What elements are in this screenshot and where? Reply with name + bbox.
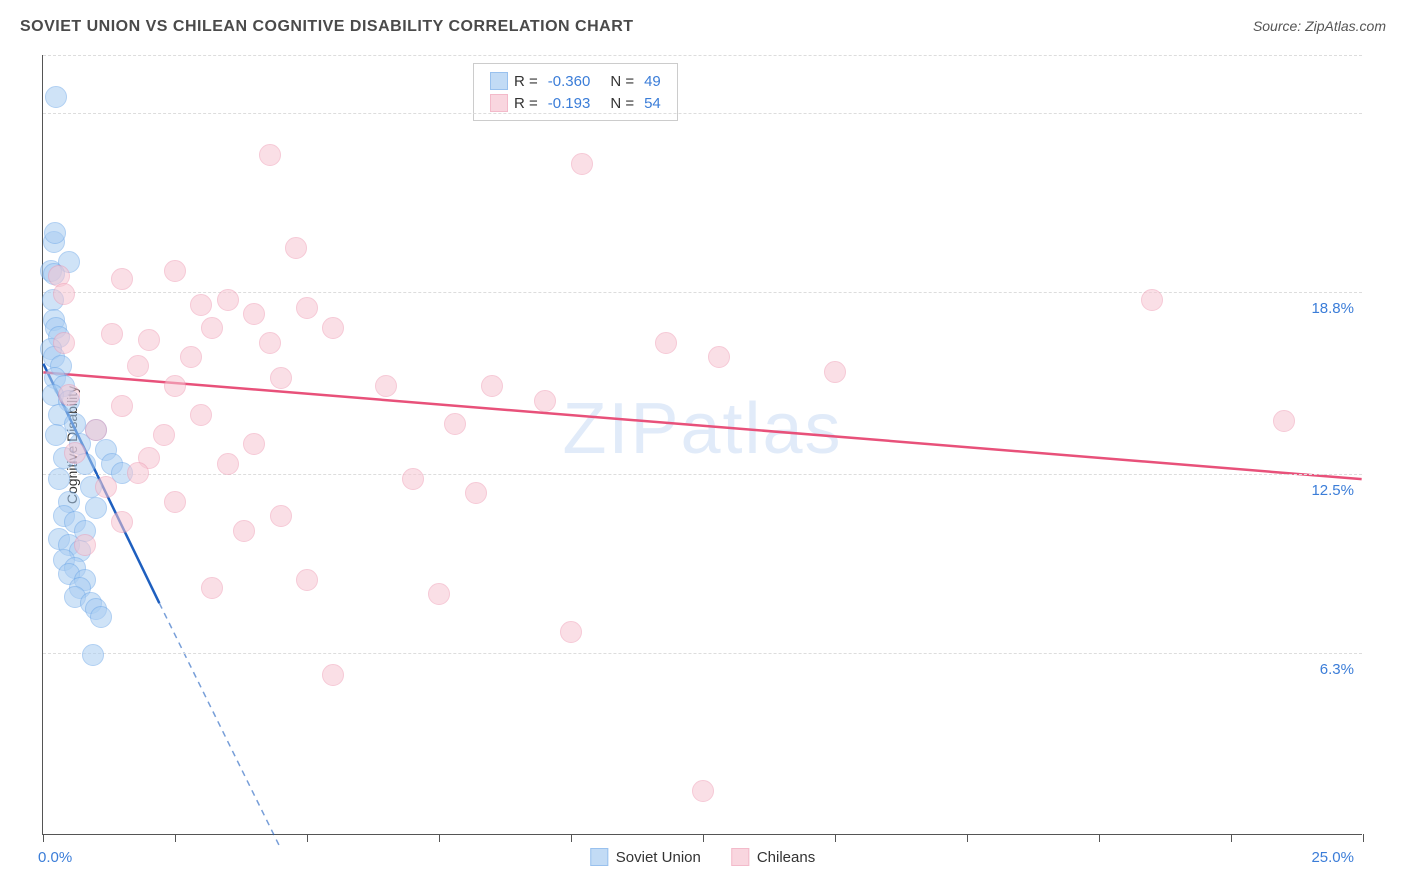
x-tick: [43, 834, 44, 842]
source-attribution: Source: ZipAtlas.com: [1253, 18, 1386, 34]
data-point: [127, 355, 149, 377]
data-point: [45, 424, 67, 446]
data-point: [127, 462, 149, 484]
x-tick-label: 0.0%: [38, 849, 72, 866]
x-tick: [439, 834, 440, 842]
data-point: [322, 664, 344, 686]
data-point: [243, 433, 265, 455]
gridline: [43, 55, 1362, 56]
series-legend: Soviet Union Chileans: [590, 848, 815, 866]
data-point: [402, 468, 424, 490]
data-point: [164, 491, 186, 513]
gridline: [43, 113, 1362, 114]
x-tick: [703, 834, 704, 842]
data-point: [655, 332, 677, 354]
data-point: [48, 468, 70, 490]
data-point: [53, 332, 75, 354]
data-point: [217, 453, 239, 475]
gridline: [43, 653, 1362, 654]
data-point: [1273, 410, 1295, 432]
data-point: [824, 361, 846, 383]
data-point: [201, 577, 223, 599]
data-point: [45, 86, 67, 108]
data-point: [233, 520, 255, 542]
data-point: [85, 497, 107, 519]
data-point: [64, 413, 86, 435]
data-point: [534, 390, 556, 412]
data-point: [481, 375, 503, 397]
data-point: [85, 419, 107, 441]
data-point: [560, 621, 582, 643]
data-point: [201, 317, 223, 339]
data-point: [243, 303, 265, 325]
data-point: [95, 476, 117, 498]
watermark: ZIPatlas: [562, 388, 842, 470]
x-tick: [1099, 834, 1100, 842]
x-tick: [571, 834, 572, 842]
data-point: [111, 511, 133, 533]
data-point: [180, 346, 202, 368]
data-point: [111, 268, 133, 290]
gridline: [43, 474, 1362, 475]
data-point: [322, 317, 344, 339]
data-point: [53, 283, 75, 305]
data-point: [138, 329, 160, 351]
plot-area: Cognitive Disability ZIPatlas R =-0.360N…: [42, 55, 1362, 835]
data-point: [270, 505, 292, 527]
legend-row: R =-0.193N =54: [490, 92, 661, 114]
legend-row: R =-0.360N =49: [490, 70, 661, 92]
x-tick: [175, 834, 176, 842]
legend-item: Chileans: [731, 848, 815, 866]
data-point: [164, 260, 186, 282]
data-point: [111, 395, 133, 417]
data-point: [375, 375, 397, 397]
data-point: [259, 144, 281, 166]
data-point: [190, 404, 212, 426]
data-point: [708, 346, 730, 368]
x-tick-label: 25.0%: [1311, 849, 1354, 866]
data-point: [164, 375, 186, 397]
y-tick-label: 12.5%: [1294, 482, 1354, 499]
data-point: [259, 332, 281, 354]
data-point: [82, 644, 104, 666]
chart-title: SOVIET UNION VS CHILEAN COGNITIVE DISABI…: [20, 18, 634, 35]
x-tick: [967, 834, 968, 842]
data-point: [44, 222, 66, 244]
data-point: [571, 153, 593, 175]
data-point: [217, 289, 239, 311]
data-point: [465, 482, 487, 504]
data-point: [74, 534, 96, 556]
data-point: [296, 297, 318, 319]
data-point: [190, 294, 212, 316]
data-point: [296, 569, 318, 591]
data-point: [153, 424, 175, 446]
data-point: [428, 583, 450, 605]
data-point: [444, 413, 466, 435]
data-point: [270, 367, 292, 389]
x-tick: [1363, 834, 1364, 842]
data-point: [58, 384, 80, 406]
data-point: [64, 442, 86, 464]
data-point: [285, 237, 307, 259]
x-tick: [307, 834, 308, 842]
data-point: [101, 323, 123, 345]
gridline: [43, 292, 1362, 293]
data-point: [692, 780, 714, 802]
y-tick-label: 18.8%: [1294, 300, 1354, 317]
data-point: [1141, 289, 1163, 311]
trend-lines: [43, 55, 1362, 834]
x-tick: [835, 834, 836, 842]
data-point: [90, 606, 112, 628]
y-tick-label: 6.3%: [1294, 661, 1354, 678]
x-tick: [1231, 834, 1232, 842]
legend-item: Soviet Union: [590, 848, 701, 866]
